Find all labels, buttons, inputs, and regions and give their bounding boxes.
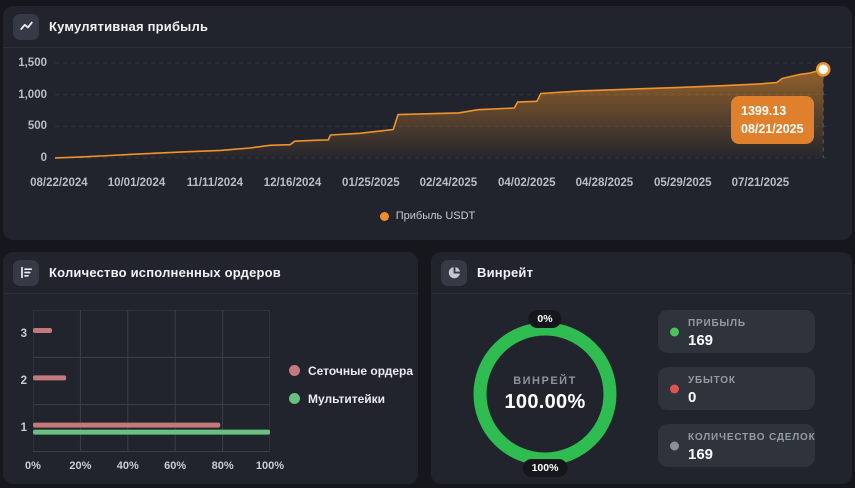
legend-dot — [289, 365, 300, 376]
winrate-center: ВИНРЕЙТ 100.00% — [470, 319, 620, 469]
winrate-panel-header: Винрейт — [431, 252, 852, 294]
stat-label: УБЫТОК — [688, 375, 736, 386]
cumulative-profit-panel: Кумулятивная прибыль 1,500 1,000 500 0 08/2… — [3, 6, 852, 240]
orders-legend: Сеточные ордера Мультитейки — [289, 361, 413, 408]
stat-label: ПРИБЫЛЬ — [688, 318, 746, 329]
stat-card: КОЛИЧЕСТВО СДЕЛОК 169 — [658, 424, 815, 467]
winrate-center-value: 100.00% — [504, 390, 586, 413]
legend-label: Прибыль USDT — [395, 210, 476, 222]
stat-value: 0 — [688, 389, 697, 406]
orders-x-label: 20% — [69, 460, 92, 472]
x-axis-label: 12/16/2024 — [263, 177, 322, 189]
legend-dot — [289, 393, 300, 404]
orders-x-label: 100% — [255, 460, 285, 472]
orders-panel-title: Количество исполненных ордеров — [49, 265, 281, 280]
orders-panel: Количество исполненных ордеров 3 2 1 0% 20%… — [3, 252, 418, 484]
stat-value: 169 — [688, 446, 714, 463]
orders-x-label: 40% — [116, 460, 139, 472]
orders-panel-header: Количество исполненных ордеров — [3, 252, 418, 294]
orders-legend-item[interactable]: Мультитейки — [289, 389, 413, 408]
orders-x-label: 60% — [164, 460, 187, 472]
orders-category-label: 1 — [20, 422, 27, 435]
x-axis-label: 04/28/2025 — [575, 177, 634, 189]
stat-dot — [670, 441, 679, 450]
legend-dot — [379, 211, 389, 221]
x-axis-label: 11/11/2024 — [186, 177, 243, 189]
winrate-chart-area: ВИНРЕЙТ 100.00% 0% 100% ПРИБЫЛЬ 169 УБЫТОК… — [431, 294, 852, 484]
orders-chart-svg — [33, 310, 270, 452]
legend-label: Мультитейки — [308, 391, 386, 406]
cumulative-legend[interactable]: Прибыль USDT — [3, 210, 852, 222]
y-axis-label: 500 — [27, 120, 47, 133]
orders-x-label: 80% — [211, 460, 234, 472]
cumulative-chart-svg — [55, 62, 831, 159]
tooltip-date: 08/21/2025 — [741, 122, 804, 137]
winrate-stats: ПРИБЫЛЬ 169 УБЫТОК 0 КОЛИЧЕСТВО СДЕЛОК 169 — [658, 310, 815, 467]
x-axis-label: 02/24/2025 — [419, 177, 478, 189]
tooltip-value: 1399.13 — [741, 104, 787, 118]
winrate-panel-title: Винрейт — [477, 265, 534, 280]
winrate-donut: ВИНРЕЙТ 100.00% 0% 100% — [470, 310, 620, 477]
x-axis-label: 07/21/2025 — [731, 177, 790, 189]
winrate-zero-badge: 0% — [528, 310, 562, 328]
trend-line-icon — [13, 13, 39, 40]
y-axis-label: 1,500 — [18, 57, 47, 69]
stat-dot — [670, 384, 679, 393]
cumulative-chart-area: 1,500 1,000 500 0 08/22/2024 10/01/2024 11/11… — [3, 48, 852, 240]
winrate-panel: Винрейт ВИНРЕЙТ 100.00% 0% 100% ПРИБЫЛЬ 1… — [431, 252, 852, 484]
x-axis-label: 05/29/2025 — [654, 177, 712, 189]
orders-chart-area: 3 2 1 0% 20% 40% 60% 80% 100% Сеточные ордера Му… — [3, 294, 418, 484]
horizontal-bars-icon — [13, 259, 39, 286]
stat-dot — [670, 327, 679, 336]
x-axis-label: 10/01/2024 — [107, 177, 166, 189]
cumulative-panel-title: Кумулятивная прибыль — [49, 19, 209, 34]
cumulative-panel-header: Кумулятивная прибыль — [3, 6, 852, 48]
chart-tooltip: 1399.13 08/21/2025 — [731, 96, 814, 145]
orders-x-label: 0% — [25, 460, 41, 472]
stat-value: 169 — [688, 332, 714, 349]
orders-category-label: 3 — [20, 327, 27, 340]
pie-chart-icon — [441, 259, 467, 286]
legend-label: Сеточные ордера — [308, 363, 414, 378]
x-axis-label: 08/22/2024 — [30, 177, 88, 189]
y-axis-label: 0 — [40, 152, 47, 164]
stat-card: ПРИБЫЛЬ 169 — [658, 310, 815, 353]
x-axis-label: 01/25/2025 — [342, 177, 400, 189]
stat-label: КОЛИЧЕСТВО СДЕЛОК — [688, 432, 816, 443]
orders-category-label: 2 — [20, 375, 27, 387]
stat-card: УБЫТОК 0 — [658, 367, 815, 410]
orders-legend-item[interactable]: Сеточные ордера — [289, 361, 413, 380]
winrate-center-label: ВИНРЕЙТ — [513, 374, 577, 387]
winrate-hundred-badge: 100% — [522, 459, 568, 477]
y-axis-label: 1,000 — [18, 88, 47, 101]
x-axis-label: 04/02/2025 — [498, 177, 556, 189]
